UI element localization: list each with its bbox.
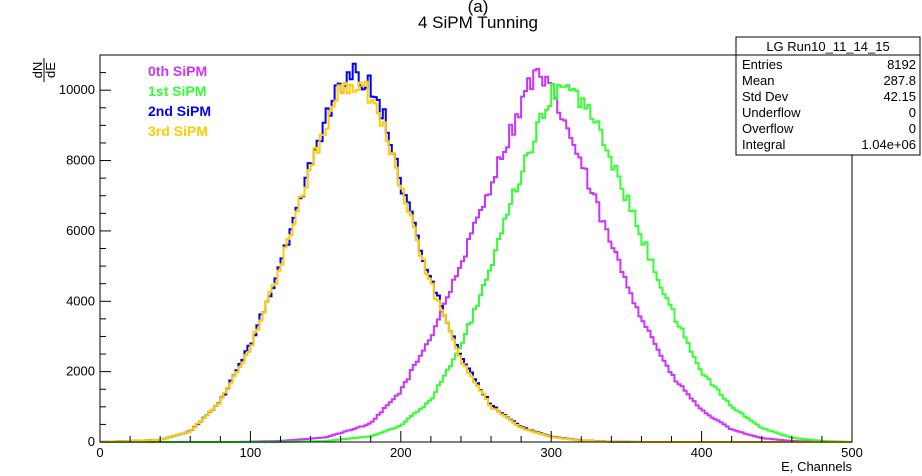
- y-tick-label: 6000: [66, 223, 95, 238]
- stats-box-frame: [735, 36, 921, 156]
- legend: 0th SiPM 1st SiPM 2nd SiPM 3rd SiPM: [148, 63, 211, 139]
- stats-row-label: Std Dev: [742, 89, 789, 104]
- stats-row-label: Entries: [742, 57, 783, 72]
- legend-entry-1: 1st SiPM: [148, 83, 206, 99]
- stats-box: LG Run10_11_14_15 Entries 8192 Mean 287.8 Std…: [735, 36, 921, 156]
- stats-row-value: 8192: [887, 57, 916, 72]
- x-tick-label: 400: [691, 445, 713, 460]
- legend-entry-3: 3rd SiPM: [148, 123, 208, 139]
- series-line-0: [100, 67, 852, 443]
- legend-entry-2: 2nd SiPM: [148, 103, 211, 119]
- stats-row-value: 0: [909, 121, 916, 136]
- y-axis: 0 2000 4000 6000 8000 10000: [59, 54, 111, 449]
- stats-row-label: Integral: [742, 137, 785, 152]
- x-tick-label: 200: [390, 445, 412, 460]
- x-tick-label: 0: [96, 445, 103, 460]
- legend-entry-0: 0th SiPM: [148, 63, 207, 79]
- y-axis-label: dN dE: [30, 58, 58, 82]
- y-tick-label: 0: [88, 434, 95, 449]
- top-label: (a): [468, 0, 489, 16]
- stats-box-title: LG Run10_11_14_15: [766, 39, 889, 54]
- stats-row-label: Mean: [742, 73, 775, 88]
- x-tick-label: 500: [841, 445, 863, 460]
- x-tick-label: 100: [240, 445, 262, 460]
- stats-row-value: 42.15: [883, 89, 916, 104]
- chart-title: 4 SiPM Tunning: [418, 13, 538, 32]
- y-tick-label: 10000: [59, 82, 95, 97]
- stats-row-label: Underflow: [742, 105, 801, 120]
- stats-row-label: Overflow: [742, 121, 794, 136]
- x-axis: 0 100 200 300 400 500: [96, 431, 863, 460]
- y-axis-label-numerator: dN: [30, 62, 45, 79]
- stats-row-value: 287.8: [883, 73, 916, 88]
- stats-row-value: 1.04e+06: [861, 137, 916, 152]
- x-tick-label: 300: [540, 445, 562, 460]
- y-tick-label: 2000: [66, 364, 95, 379]
- x-axis-label: E, Channels: [781, 459, 852, 474]
- stats-row-value: 0: [909, 105, 916, 120]
- y-axis-label-denominator: dE: [43, 62, 58, 78]
- y-tick-label: 4000: [66, 293, 95, 308]
- y-tick-label: 8000: [66, 153, 95, 168]
